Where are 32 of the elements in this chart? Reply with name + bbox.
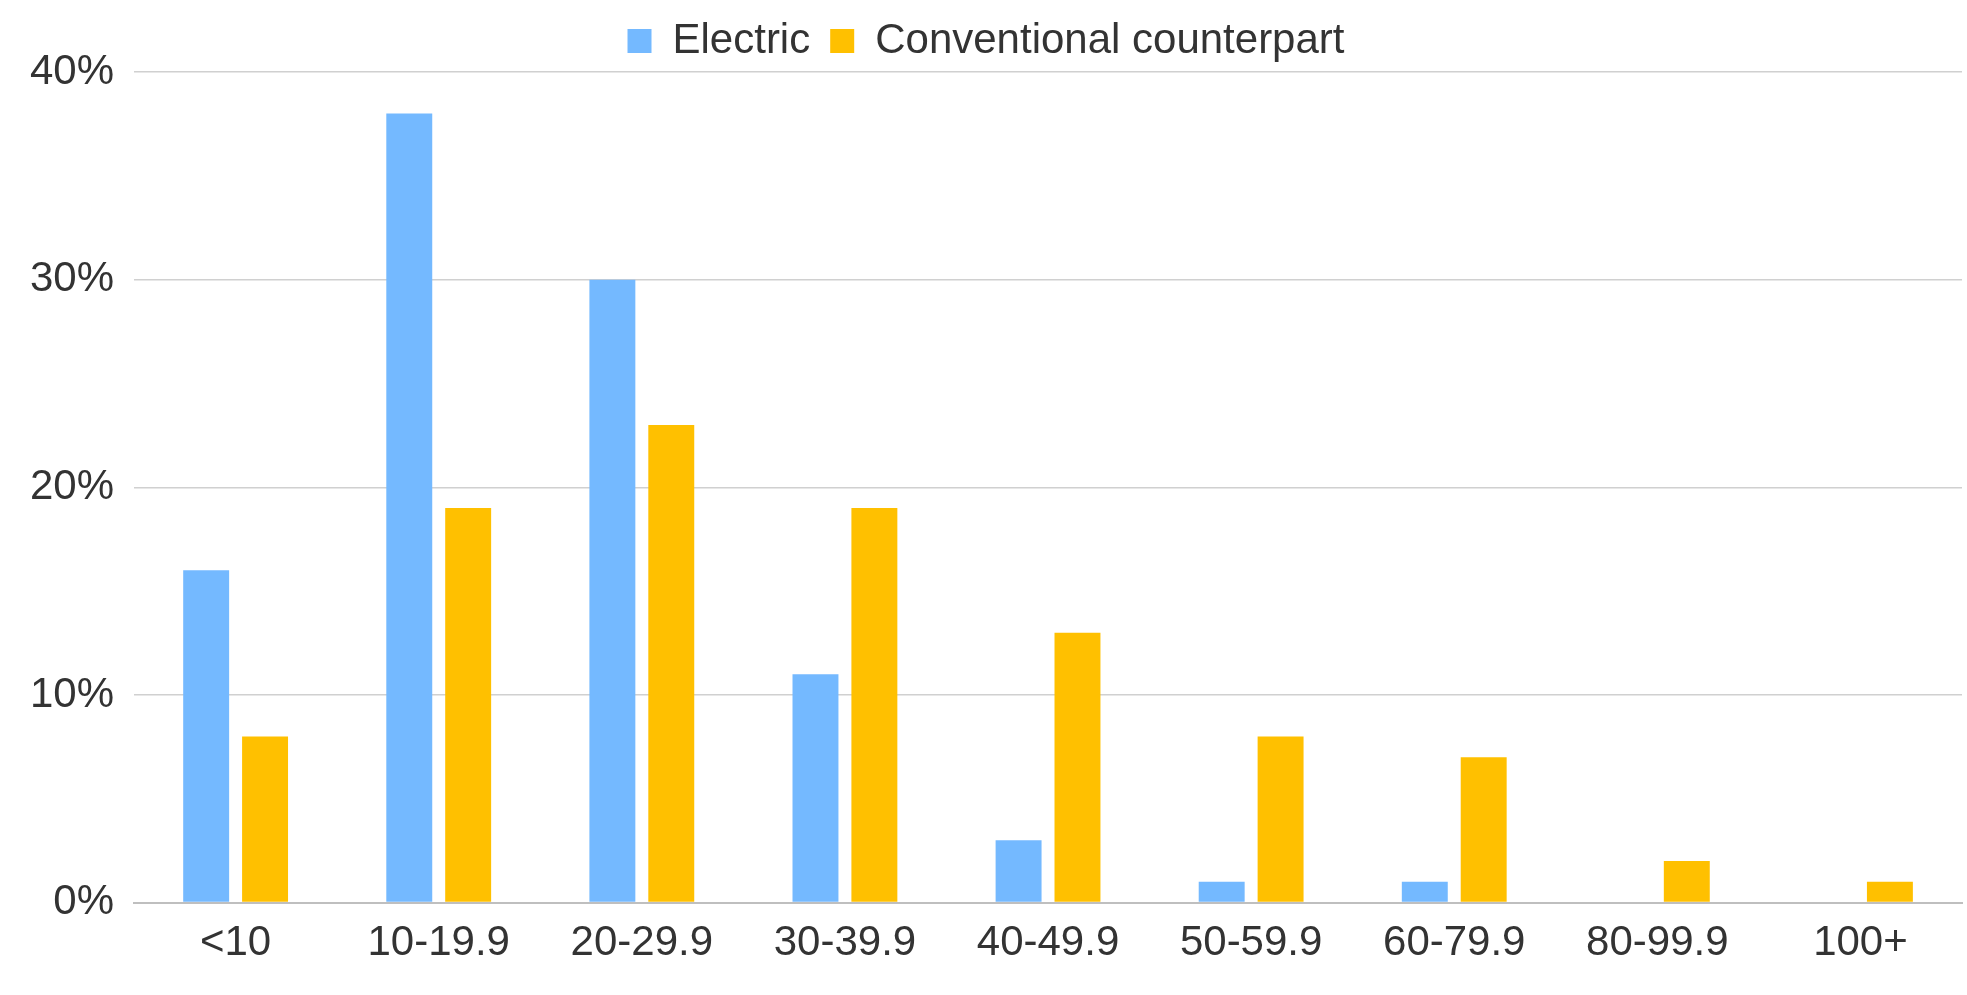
x-tick-label: 50-59.9 bbox=[1179, 917, 1323, 965]
y-tick-label: 30% bbox=[30, 253, 115, 301]
x-tick-label: 60-79.9 bbox=[1383, 917, 1526, 965]
bar bbox=[792, 674, 839, 902]
bar bbox=[1054, 632, 1101, 902]
bar bbox=[1663, 861, 1710, 902]
x-tick-label: 30-39.9 bbox=[773, 917, 917, 965]
bar bbox=[183, 570, 230, 902]
bar bbox=[995, 840, 1042, 902]
bar bbox=[1401, 881, 1448, 902]
bar bbox=[851, 508, 898, 902]
legend-label: Conventional counterpart bbox=[875, 14, 1345, 62]
bar bbox=[1257, 736, 1304, 902]
x-tick-label: 40-49.9 bbox=[976, 917, 1120, 965]
bar bbox=[445, 508, 492, 902]
y-tick-label: 20% bbox=[30, 460, 115, 508]
y-tick-label: 0% bbox=[53, 876, 115, 924]
legend-label: Electric bbox=[672, 14, 811, 62]
bar bbox=[242, 736, 289, 902]
bar bbox=[386, 113, 433, 902]
x-tick-label: 10-19.9 bbox=[367, 917, 510, 965]
y-tick-label: 40% bbox=[30, 45, 115, 93]
y-tick-label: 10% bbox=[30, 668, 115, 716]
x-tick-label: 20-29.9 bbox=[570, 917, 714, 965]
bar bbox=[1460, 757, 1507, 902]
bar bbox=[1198, 881, 1245, 902]
x-tick-label: 80-99.9 bbox=[1586, 917, 1729, 965]
x-tick-label: <10 bbox=[199, 917, 272, 965]
bar bbox=[1866, 881, 1913, 902]
bar bbox=[589, 279, 636, 902]
bar bbox=[648, 425, 695, 902]
x-tick-label: 100+ bbox=[1813, 917, 1908, 965]
